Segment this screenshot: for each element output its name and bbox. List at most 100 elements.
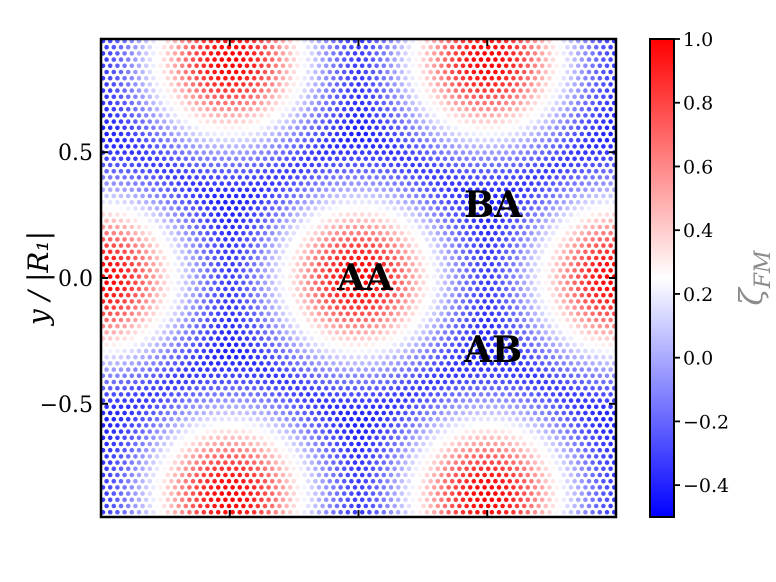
- heatmap-site: [590, 385, 595, 391]
- heatmap-site: [363, 404, 369, 410]
- heatmap-site: [496, 311, 502, 317]
- heatmap-site: [107, 125, 113, 131]
- heatmap-site: [608, 106, 613, 112]
- heatmap-site: [215, 100, 221, 106]
- heatmap-site: [590, 224, 595, 230]
- heatmap-site: [154, 342, 160, 348]
- heatmap-site: [381, 311, 387, 317]
- heatmap-site: [539, 323, 545, 329]
- heatmap-site: [334, 230, 340, 236]
- heatmap-site: [431, 212, 437, 217]
- heatmap-site: [230, 224, 235, 230]
- heatmap-site: [302, 51, 307, 56]
- heatmap-site: [334, 255, 340, 261]
- heatmap-site: [460, 299, 466, 304]
- heatmap-site: [223, 299, 228, 304]
- heatmap-site: [183, 392, 189, 397]
- heatmap-site: [485, 268, 491, 273]
- heatmap-site: [608, 44, 613, 50]
- heatmap-site: [323, 125, 329, 131]
- heatmap-site: [493, 243, 498, 248]
- heatmap-site: [187, 311, 192, 317]
- heatmap-site: [269, 392, 275, 397]
- heatmap-site: [590, 100, 595, 106]
- heatmap-site: [248, 69, 253, 75]
- heatmap-site: [554, 137, 559, 143]
- heatmap-site: [449, 330, 455, 335]
- heatmap-site: [597, 435, 603, 441]
- heatmap-site: [338, 261, 343, 267]
- heatmap-site: [352, 274, 358, 279]
- heatmap-site: [331, 51, 336, 56]
- heatmap-site: [111, 243, 117, 248]
- heatmap-site: [547, 323, 552, 329]
- heatmap-site: [514, 243, 520, 248]
- heatmap-site: [518, 447, 523, 453]
- heatmap-site: [413, 230, 419, 236]
- heatmap-site: [507, 206, 513, 211]
- heatmap-site: [370, 243, 376, 248]
- heatmap-site: [165, 385, 171, 391]
- heatmap-site: [287, 137, 293, 143]
- heatmap-site: [205, 404, 210, 410]
- heatmap-site: [309, 274, 315, 279]
- heatmap-site: [115, 63, 120, 69]
- heatmap-site: [547, 373, 552, 379]
- heatmap-site: [287, 113, 293, 118]
- heatmap-site: [367, 249, 372, 255]
- heatmap-site: [449, 268, 455, 273]
- heatmap-site: [244, 410, 250, 416]
- heatmap-site: [176, 429, 181, 434]
- heatmap-site: [500, 305, 505, 310]
- heatmap-site: [514, 119, 520, 124]
- heatmap-site: [529, 57, 534, 62]
- heatmap-site: [518, 187, 523, 193]
- heatmap-site: [471, 280, 477, 286]
- heatmap-site: [205, 144, 210, 149]
- heatmap-site: [194, 348, 199, 354]
- heatmap-site: [525, 385, 531, 391]
- heatmap-site: [475, 261, 480, 267]
- heatmap-site: [507, 230, 513, 236]
- heatmap-site: [215, 75, 221, 81]
- heatmap-site: [568, 460, 574, 465]
- heatmap-site: [104, 106, 109, 112]
- heatmap-site: [179, 435, 185, 441]
- heatmap-site: [377, 181, 383, 186]
- heatmap-site: [471, 94, 477, 100]
- heatmap-site: [179, 274, 185, 279]
- heatmap-site: [590, 162, 595, 168]
- heatmap-site: [165, 348, 171, 354]
- heatmap-site: [259, 286, 264, 292]
- heatmap-site: [172, 88, 178, 93]
- heatmap-site: [446, 299, 451, 304]
- heatmap-site: [190, 330, 196, 335]
- heatmap-site: [453, 435, 459, 441]
- heatmap-site: [507, 243, 513, 248]
- heatmap-site: [151, 274, 156, 279]
- heatmap-site: [442, 44, 448, 50]
- heatmap-site: [395, 435, 401, 441]
- heatmap-site: [305, 404, 311, 410]
- heatmap-site: [223, 199, 228, 205]
- heatmap-site: [197, 292, 203, 298]
- heatmap-site: [385, 168, 390, 174]
- heatmap-site: [485, 106, 491, 112]
- heatmap-site: [291, 57, 297, 62]
- heatmap-site: [151, 150, 156, 155]
- heatmap-site: [165, 361, 171, 366]
- heatmap-site: [323, 286, 329, 292]
- heatmap-site: [550, 218, 556, 224]
- heatmap-site: [583, 435, 588, 441]
- heatmap-site: [219, 280, 225, 286]
- heatmap-site: [547, 75, 552, 81]
- heatmap-site: [136, 423, 142, 428]
- heatmap-site: [241, 441, 246, 447]
- heatmap-site: [122, 361, 127, 366]
- heatmap-site: [568, 447, 574, 453]
- heatmap-site: [457, 168, 462, 174]
- heatmap-site: [266, 361, 271, 366]
- heatmap-site: [161, 131, 167, 137]
- heatmap-site: [262, 404, 268, 410]
- heatmap-site: [590, 199, 595, 205]
